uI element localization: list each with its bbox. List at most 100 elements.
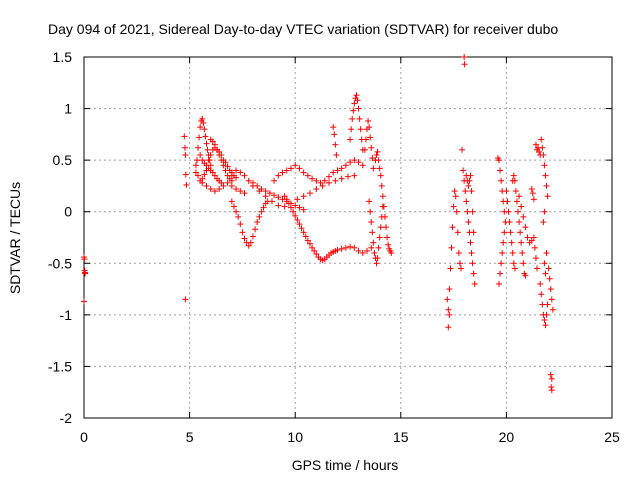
data-point [262, 188, 269, 195]
data-point [311, 247, 318, 254]
data-point [545, 265, 552, 272]
data-point [367, 134, 374, 141]
data-point [543, 249, 550, 256]
data-point [508, 239, 515, 246]
y-tick-label: -2 [60, 410, 73, 426]
data-point [245, 177, 252, 184]
data-point [543, 182, 550, 189]
data-point [518, 239, 525, 246]
data-point [500, 239, 507, 246]
data-point [313, 251, 320, 258]
data-point [516, 219, 523, 226]
data-point [319, 182, 326, 189]
data-point [287, 165, 294, 172]
data-point [283, 167, 290, 174]
data-point [351, 172, 358, 179]
data-point [362, 136, 369, 143]
data-point [200, 120, 207, 127]
data-point [279, 169, 286, 176]
data-point [313, 186, 320, 193]
data-point [309, 244, 316, 251]
data-point [300, 229, 307, 236]
data-point [216, 148, 223, 155]
data-point [461, 61, 468, 68]
data-points [81, 54, 556, 394]
data-point [233, 167, 240, 174]
data-point [249, 182, 256, 189]
data-point [228, 172, 235, 179]
data-point [309, 175, 316, 182]
data-point [283, 196, 290, 203]
data-point [377, 172, 384, 179]
data-point [338, 175, 345, 182]
data-point [456, 260, 463, 267]
data-point [469, 208, 476, 215]
data-point [330, 124, 337, 131]
data-point [183, 181, 190, 188]
tick-layer [83, 56, 613, 419]
data-point [334, 167, 341, 174]
data-point [539, 301, 546, 308]
data-point [369, 155, 376, 162]
y-tick-label: -1 [60, 307, 73, 323]
data-point [193, 157, 200, 164]
data-point [528, 186, 535, 193]
data-point [497, 270, 504, 277]
data-point [509, 249, 516, 256]
data-point [353, 92, 360, 99]
data-point [338, 165, 345, 172]
data-point [331, 131, 338, 138]
data-point [530, 234, 537, 241]
data-point [342, 244, 349, 251]
data-point [355, 247, 362, 254]
data-point [466, 177, 473, 184]
data-point [342, 162, 349, 169]
data-point [241, 190, 248, 197]
data-point [470, 229, 477, 236]
data-point [241, 172, 248, 179]
data-point [81, 298, 87, 305]
data-point [233, 186, 240, 193]
data-point [204, 146, 211, 153]
data-point [233, 174, 240, 181]
data-point [384, 234, 391, 241]
data-point [195, 144, 202, 151]
data-point [548, 387, 555, 394]
data-point [504, 198, 511, 205]
data-point [81, 256, 88, 263]
data-point [266, 190, 273, 197]
data-point [519, 249, 526, 256]
data-point [452, 193, 459, 200]
x-tick-labels: 0 5 10 15 20 25 [80, 429, 620, 445]
data-point [373, 151, 380, 158]
data-point [496, 280, 503, 287]
data-point [365, 117, 372, 124]
data-point [543, 311, 550, 318]
data-point [281, 193, 288, 200]
data-point [465, 219, 472, 226]
data-point [82, 270, 89, 277]
data-point [464, 208, 471, 215]
data-point [332, 177, 339, 184]
data-point [239, 229, 246, 236]
data-point [220, 182, 227, 189]
data-point [218, 179, 225, 186]
data-point [224, 179, 231, 186]
data-point [507, 229, 514, 236]
data-point [470, 270, 477, 277]
data-point [457, 265, 464, 272]
data-point [355, 105, 362, 112]
data-point [275, 202, 282, 209]
data-point [530, 196, 537, 203]
data-point [366, 198, 373, 205]
data-point [368, 144, 375, 151]
data-point [538, 291, 545, 298]
data-point [467, 239, 474, 246]
data-point [377, 224, 384, 231]
y-tick-label: 0 [64, 204, 72, 220]
data-point [290, 208, 297, 215]
data-point [228, 182, 235, 189]
data-point [296, 221, 303, 228]
data-point [207, 151, 214, 158]
x-tick-label: 0 [80, 429, 88, 445]
